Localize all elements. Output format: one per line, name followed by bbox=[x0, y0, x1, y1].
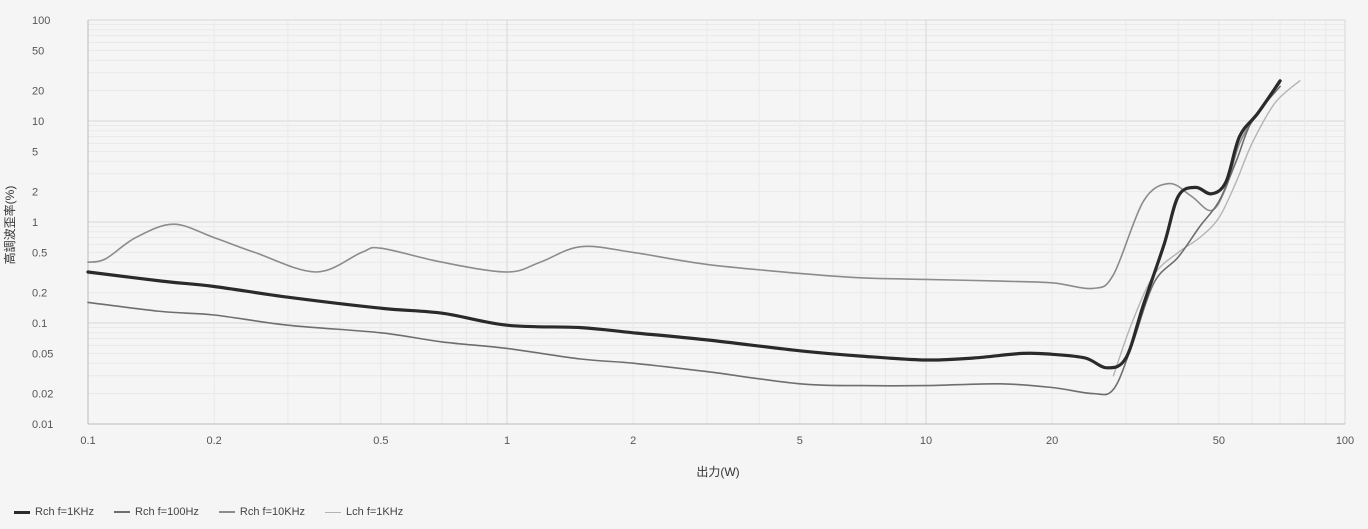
legend-label: Lch f=1KHz bbox=[346, 506, 404, 518]
series-line bbox=[87, 85, 1281, 396]
legend: Rch f=1KHz Rch f=100Hz Rch f=10KHz Lch f… bbox=[14, 506, 403, 518]
y-axis-ticks: 100 50 20 10 5 2 1 0.5 0.2 0.1 0.05 0.02 0.01 bbox=[32, 15, 53, 431]
y-tick-label: 100 bbox=[32, 15, 50, 27]
y-tick-label: 50 bbox=[32, 45, 44, 57]
y-tick-label: 0.1 bbox=[32, 318, 47, 330]
legend-swatch bbox=[325, 511, 342, 513]
legend-item: Lch f=1KHz bbox=[325, 506, 403, 518]
x-axis-label: 出力(W) bbox=[696, 465, 739, 479]
legend-label: Rch f=10KHz bbox=[239, 506, 306, 518]
series-line bbox=[1112, 80, 1301, 377]
series-lines bbox=[86, 79, 1301, 396]
y-tick-label: 0.05 bbox=[32, 348, 53, 360]
legend-label: Rch f=1KHz bbox=[35, 506, 94, 518]
x-tick-label: 0.2 bbox=[206, 435, 221, 447]
y-tick-label: 0.02 bbox=[32, 389, 53, 401]
y-tick-label: 20 bbox=[32, 86, 44, 98]
x-tick-label: 0.1 bbox=[80, 435, 95, 447]
legend-label: Rch f=100Hz bbox=[135, 506, 199, 518]
y-tick-label: 2 bbox=[32, 187, 38, 199]
y-tick-label: 1 bbox=[32, 217, 38, 229]
y-tick-label: 10 bbox=[32, 116, 44, 128]
legend-item: Rch f=1KHz bbox=[14, 506, 94, 518]
x-tick-label: 2 bbox=[630, 435, 636, 447]
series-line bbox=[87, 81, 1281, 290]
x-tick-label: 20 bbox=[1046, 435, 1058, 447]
y-tick-label: 0.5 bbox=[32, 247, 47, 259]
x-tick-label: 10 bbox=[920, 435, 932, 447]
legend-swatch bbox=[14, 510, 30, 514]
grid-lines bbox=[87, 19, 1346, 425]
y-tick-label: 0.01 bbox=[32, 419, 53, 431]
x-tick-label: 5 bbox=[797, 435, 803, 447]
y-tick-label: 0.2 bbox=[32, 288, 47, 300]
x-tick-label: 100 bbox=[1336, 435, 1354, 447]
legend-swatch bbox=[114, 511, 130, 513]
legend-item: Rch f=100Hz bbox=[114, 506, 199, 518]
y-axis-label: 高調波歪率(%) bbox=[2, 186, 17, 265]
y-tick-label: 5 bbox=[32, 146, 38, 158]
series-line bbox=[86, 79, 1282, 370]
x-tick-label: 1 bbox=[504, 435, 510, 447]
legend-item: Rch f=10KHz bbox=[218, 506, 306, 518]
x-axis-ticks: 0.1 0.2 0.5 1 2 5 10 20 50 100 bbox=[80, 435, 1354, 447]
x-tick-label: 50 bbox=[1213, 435, 1225, 447]
legend-swatch bbox=[218, 511, 235, 513]
x-tick-label: 0.5 bbox=[373, 435, 388, 447]
